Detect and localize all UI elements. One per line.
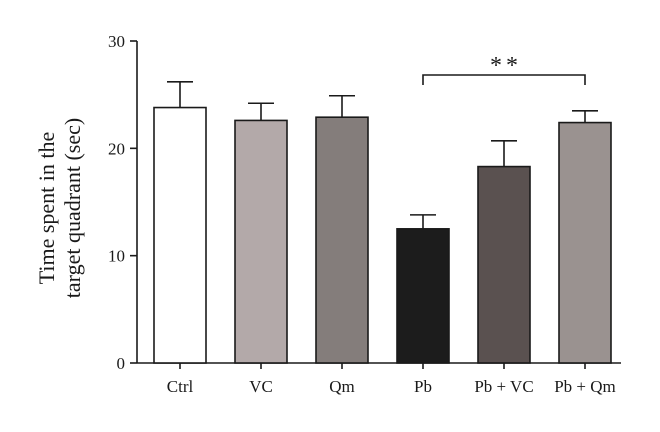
y-tick-label: 20 <box>108 139 125 158</box>
bar-qm <box>315 116 369 364</box>
y-axis-label: Time spent in the target quadrant (sec) <box>34 118 85 298</box>
x-axis-tick-labels: Ctrl VC Qm Pb Pb + VC Pb + Qm <box>167 377 616 396</box>
y-tick-label: 0 <box>117 354 126 373</box>
bar-pb-qm <box>558 121 612 364</box>
bars <box>153 80 612 364</box>
bar-vc <box>234 119 288 364</box>
bar-pb-vc <box>477 165 531 364</box>
x-tick-label: Pb + VC <box>474 377 533 396</box>
x-tick-label: Qm <box>329 377 355 396</box>
y-tick-label: 10 <box>108 247 125 266</box>
x-tick-label: Pb + Qm <box>554 377 616 396</box>
axes: 0 10 20 30 <box>108 32 621 373</box>
x-tick-label: Ctrl <box>167 377 194 396</box>
x-tick-label: VC <box>249 377 273 396</box>
significance-label: ** <box>490 53 522 79</box>
significance-bracket: ** <box>422 53 586 85</box>
bar-pb <box>396 228 450 364</box>
bar-ctrl <box>153 106 207 364</box>
y-axis-label-line-2: target quadrant (sec) <box>60 118 85 298</box>
y-axis-label-line-1: Time spent in the <box>34 132 59 285</box>
y-tick-label: 30 <box>108 32 125 51</box>
significance-bracket-line <box>422 74 586 85</box>
x-tick-label: Pb <box>414 377 432 396</box>
